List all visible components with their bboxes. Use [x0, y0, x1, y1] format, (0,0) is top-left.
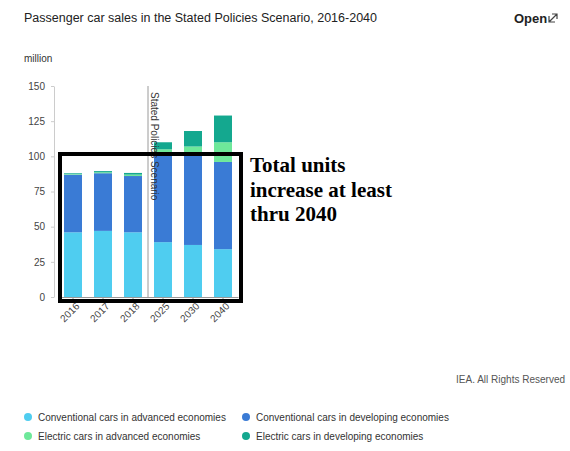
callout-line: increase at least: [250, 178, 392, 202]
bar: [94, 231, 112, 297]
y-tick-label: 75: [34, 186, 46, 197]
legend-item: Electric cars in developing economies: [242, 431, 423, 442]
legend-item: Conventional cars in advanced economies: [24, 412, 226, 423]
source: IEA. All Rights Reserved: [456, 374, 565, 385]
y-tick-label: 0: [39, 292, 45, 303]
bar: [64, 175, 82, 233]
legend-label: Conventional cars in developing economie…: [256, 412, 449, 423]
x-axis-line: [59, 297, 239, 298]
y-tick: 150: [28, 81, 54, 92]
bar: [124, 232, 142, 297]
bar: [124, 176, 142, 232]
bar: [214, 249, 232, 297]
legend: Conventional cars in advanced economies C…: [24, 412, 449, 442]
x-tick-label: 2025: [148, 300, 172, 324]
y-tick: 25: [34, 257, 54, 268]
scenario-label: Stated Policies Scenario: [149, 92, 160, 201]
bar: [94, 172, 112, 174]
y-tick: 75: [34, 186, 54, 197]
legend-swatch: [242, 413, 250, 421]
y-tick-mark: [51, 86, 54, 87]
y-tick-mark: [51, 262, 54, 263]
bar: [214, 116, 232, 143]
y-tick-label: 25: [34, 257, 46, 268]
y-tick-label: 125: [28, 116, 45, 127]
legend-item: Electric cars in advanced economies: [24, 431, 200, 442]
legend-swatch: [242, 432, 250, 440]
x-tick-label: 2016: [58, 300, 82, 324]
chart: Passenger car sales in the Stated Polici…: [0, 0, 570, 451]
x-tick-label: 2017: [88, 300, 112, 324]
y-tick-mark: [51, 297, 54, 298]
callout: Total unitsincrease at leastthru 2040: [250, 153, 392, 226]
highlight-box: [60, 154, 241, 301]
bar: [64, 173, 82, 175]
bar: [184, 245, 202, 297]
y-tick-label: 50: [34, 221, 46, 232]
callout-line: thru 2040: [250, 202, 337, 226]
y-tick-mark: [51, 227, 54, 228]
y-tick-mark: [51, 156, 54, 157]
y-tick-label: 100: [28, 151, 45, 162]
bar: [184, 131, 202, 146]
open-link[interactable]: Open: [514, 11, 547, 26]
bar: [184, 154, 202, 245]
y-tick-label: 150: [28, 81, 45, 92]
legend-swatch: [24, 432, 32, 440]
y-tick: 125: [28, 116, 54, 127]
y-tick-mark: [51, 192, 54, 193]
open-icon: [549, 14, 557, 22]
x-tick-label: 2030: [178, 300, 202, 324]
x-tick-label: 2040: [208, 300, 232, 324]
bar: [124, 173, 142, 175]
bar: [124, 175, 142, 176]
y-axis-line: [54, 87, 55, 298]
y-tick: 100: [28, 151, 54, 162]
title: Passenger car sales in the Stated Polici…: [24, 11, 377, 25]
scenario-divider: [148, 86, 149, 297]
bar: [214, 162, 232, 249]
legend-label: Conventional cars in advanced economies: [38, 412, 226, 423]
bar: [154, 242, 172, 297]
bar: [64, 232, 82, 297]
legend-label: Electric cars in developing economies: [256, 431, 423, 442]
callout-line: Total units: [250, 153, 346, 177]
y-tick: 0: [39, 292, 54, 303]
legend-item: Conventional cars in developing economie…: [242, 412, 449, 423]
legend-label: Electric cars in advanced economies: [38, 431, 200, 442]
y-axis-label: million: [24, 53, 52, 64]
y-tick: 50: [34, 221, 54, 232]
bar: [64, 173, 82, 175]
y-axis: 0 25 50 75 100 125 150: [28, 81, 54, 303]
bar: [94, 171, 112, 172]
legend-swatch: [24, 413, 32, 421]
y-tick-mark: [51, 121, 54, 122]
bar: [94, 173, 112, 231]
x-tick-label: 2018: [118, 300, 142, 324]
